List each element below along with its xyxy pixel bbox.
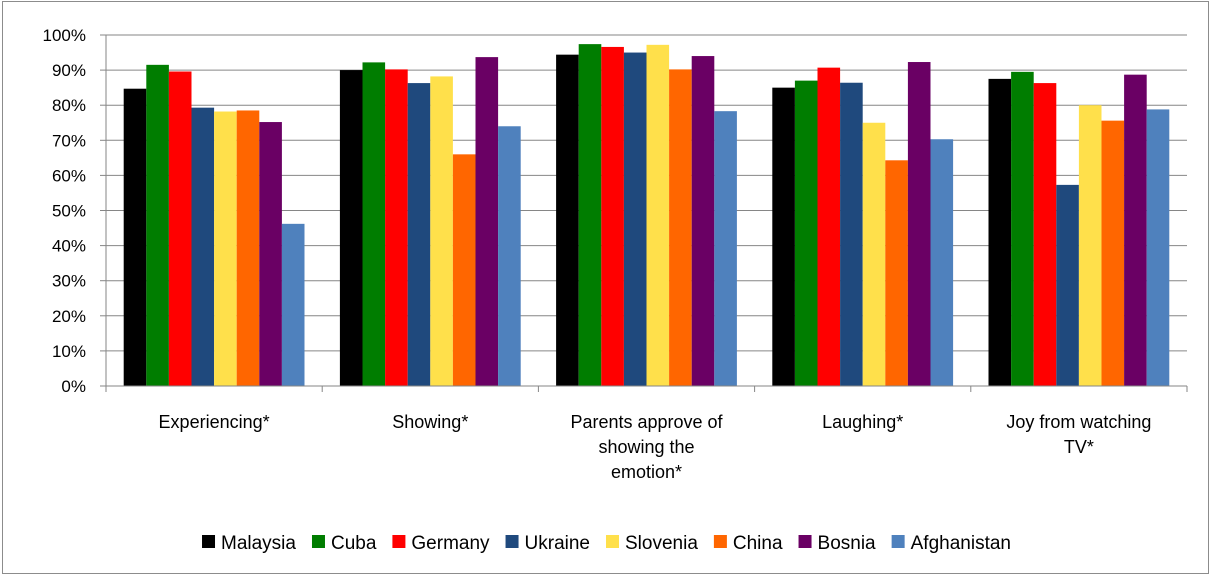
bar-afghanistan (1147, 109, 1170, 386)
legend-swatch-bosnia (799, 535, 812, 548)
legend-swatch-china (714, 535, 727, 548)
bar-germany (1034, 83, 1057, 386)
bar-cuba (1011, 72, 1034, 386)
bar-slovenia (214, 112, 237, 386)
bar-china (453, 154, 476, 386)
y-tick-label: 10% (52, 342, 86, 361)
category-label-line: Parents approve of (570, 412, 723, 432)
bar-bosnia (908, 62, 931, 386)
bar-germany (601, 47, 624, 386)
bar-china (669, 69, 692, 386)
bar-china (1102, 121, 1125, 386)
bar-cuba (363, 62, 386, 386)
legend-label-ukraine: Ukraine (525, 533, 590, 554)
y-tick-label: 0% (61, 377, 86, 396)
legend-swatch-germany (392, 535, 405, 548)
legend-swatch-afghanistan (892, 535, 905, 548)
legend-swatch-slovenia (606, 535, 619, 548)
category-label: Parents approve of showing the emotion* (570, 412, 723, 482)
y-tick-label: 90% (52, 61, 86, 80)
bar-cuba (579, 44, 602, 386)
bar-bosnia (259, 122, 282, 386)
bar-china (237, 110, 260, 386)
legend-label-germany: Germany (411, 533, 490, 554)
bar-ukraine (840, 83, 863, 386)
y-tick-label: 70% (52, 131, 86, 150)
bar-slovenia (430, 76, 453, 386)
bar-ukraine (408, 83, 431, 386)
bar-malaysia (556, 55, 579, 386)
legend-label-cuba: Cuba (331, 533, 377, 554)
category-label-line: showing the (598, 437, 694, 457)
category-label-line: Laughing* (822, 412, 903, 432)
bar-germany (385, 69, 408, 386)
bar-malaysia (772, 88, 795, 386)
category-label-line: Experiencing* (159, 412, 270, 432)
bar-ukraine (624, 53, 647, 386)
legend-label-bosnia: Bosnia (818, 533, 877, 554)
bar-afghanistan (714, 111, 737, 386)
bar-afghanistan (931, 139, 954, 386)
category-label-line: Showing* (392, 412, 468, 432)
bar-ukraine (1056, 185, 1079, 386)
legend-swatch-malaysia (202, 535, 215, 548)
category-label: Joy from watching TV* (1006, 412, 1151, 457)
bar-bosnia (692, 56, 715, 386)
bar-cuba (795, 81, 818, 386)
category-label: Showing* (392, 412, 468, 432)
bar-bosnia (476, 57, 499, 386)
bar-slovenia (863, 123, 886, 386)
bar-malaysia (989, 79, 1012, 386)
y-tick-label: 60% (52, 166, 86, 185)
legend-label-malaysia: Malaysia (221, 533, 296, 554)
bar-malaysia (124, 89, 147, 386)
legend-label-slovenia: Slovenia (625, 533, 698, 554)
legend-label-china: China (733, 533, 783, 554)
bar-cuba (146, 65, 169, 386)
bar-afghanistan (282, 224, 305, 386)
bar-ukraine (192, 108, 215, 386)
y-tick-label: 40% (52, 237, 86, 256)
category-label: Laughing* (822, 412, 903, 432)
y-tick-label: 100% (43, 26, 86, 45)
bar-malaysia (340, 70, 363, 386)
y-tick-label: 80% (52, 96, 86, 115)
y-tick-label: 30% (52, 272, 86, 291)
category-label-line: TV* (1064, 437, 1094, 457)
bar-germany (818, 68, 841, 386)
bar-slovenia (1079, 105, 1102, 386)
category-label: Experiencing* (159, 412, 270, 432)
legend-label-afghanistan: Afghanistan (911, 533, 1011, 554)
bar-china (885, 160, 908, 386)
bar-slovenia (647, 45, 670, 386)
category-label-line: emotion* (611, 462, 682, 482)
legend-swatch-ukraine (506, 535, 519, 548)
category-label-line: Joy from watching (1006, 412, 1151, 432)
bar-bosnia (1124, 75, 1147, 386)
bar-afghanistan (498, 126, 521, 386)
y-tick-label: 20% (52, 307, 86, 326)
y-tick-label: 50% (52, 202, 86, 221)
bar-germany (169, 72, 192, 386)
legend-swatch-cuba (312, 535, 325, 548)
